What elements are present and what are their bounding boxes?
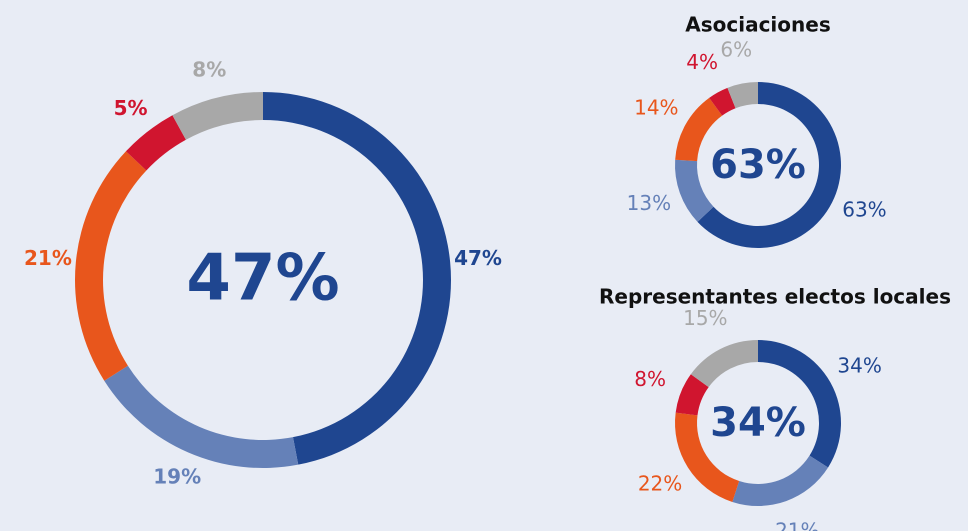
segment-label: 63% bbox=[842, 198, 886, 222]
donut-segment bbox=[697, 82, 841, 248]
segment-label: 6% bbox=[720, 38, 752, 62]
segment-label: 34% bbox=[837, 354, 881, 378]
segment-label: 19% bbox=[153, 465, 201, 489]
donut-segment bbox=[675, 374, 709, 416]
donut-segment bbox=[709, 87, 736, 116]
segment-label: 21% bbox=[775, 519, 819, 531]
donut-segment bbox=[172, 92, 263, 140]
segment-label: 21% bbox=[24, 246, 72, 270]
segment-label: 47% bbox=[454, 246, 502, 270]
donut-segment bbox=[675, 97, 723, 162]
donut-segment bbox=[675, 412, 740, 502]
donut-segment bbox=[674, 159, 714, 222]
segment-label: 13% bbox=[627, 191, 671, 215]
donut-segment bbox=[758, 340, 841, 468]
donut-segment bbox=[125, 115, 186, 171]
segment-label: 4% bbox=[686, 50, 718, 74]
donut-segment bbox=[690, 340, 758, 388]
donut-segment bbox=[263, 92, 452, 465]
segment-label: 8% bbox=[634, 367, 666, 391]
segment-label: 22% bbox=[638, 472, 682, 496]
center-label: 47% bbox=[186, 242, 339, 316]
chart-title: Representantes electos locales bbox=[599, 285, 951, 309]
segment-label: 14% bbox=[634, 96, 678, 120]
segment-label: 5% bbox=[114, 96, 148, 120]
donut-segment bbox=[74, 151, 147, 381]
center-label: 34% bbox=[710, 400, 806, 446]
segment-label: 15% bbox=[683, 306, 727, 330]
donut-segment bbox=[732, 455, 829, 506]
center-label: 63% bbox=[710, 142, 806, 188]
donut-segment bbox=[727, 82, 758, 109]
chart-title: Asociaciones bbox=[685, 13, 831, 37]
donut-segment bbox=[104, 365, 299, 468]
segment-label: 8% bbox=[192, 57, 226, 81]
